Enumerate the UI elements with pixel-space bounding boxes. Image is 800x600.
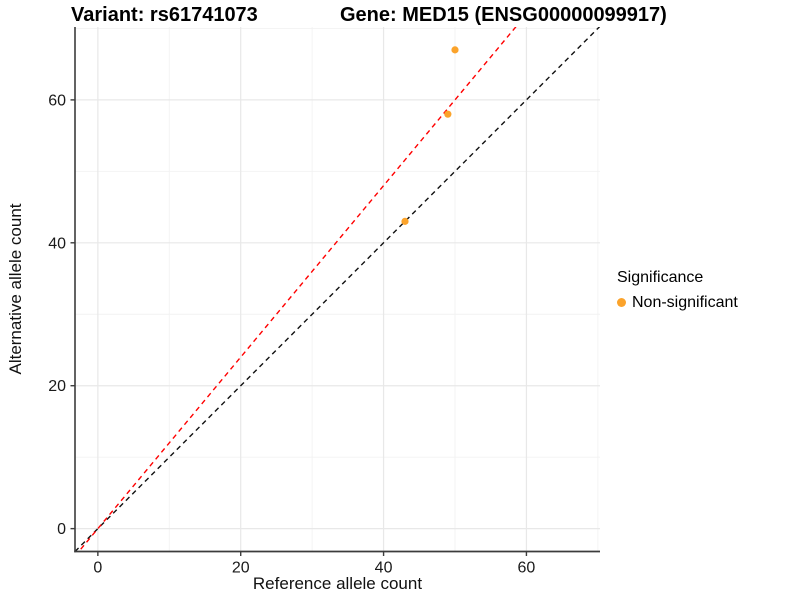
x-tick-label-0: 0 <box>93 560 102 577</box>
legend-item-label: Non-significant <box>632 293 738 311</box>
x-tick-label-60: 60 <box>518 560 536 577</box>
legend-title: Significance <box>617 269 704 286</box>
legend-item-non-significant: Non-significant <box>617 293 738 312</box>
y-tick-label-20: 20 <box>48 378 66 395</box>
y-tick-label-60: 60 <box>48 92 66 109</box>
x-tick-label-20: 20 <box>232 560 250 577</box>
legend-key-dot-icon <box>617 298 626 307</box>
legend: Significance Non-significant <box>617 268 738 312</box>
data-point-0 <box>451 46 459 54</box>
data-point-2 <box>401 217 409 225</box>
fit-line <box>77 27 517 552</box>
x-axis-label: Reference allele count <box>252 574 423 593</box>
y-tick-label-0: 0 <box>57 521 66 538</box>
plot-title-gene: Gene: MED15 (ENSG00000099917) <box>340 4 667 26</box>
y-tick-label-40: 40 <box>48 235 66 252</box>
y-axis-label: Alternative allele count <box>6 203 25 375</box>
plot-title-variant: Variant: rs61741073 <box>71 4 258 26</box>
data-point-1 <box>444 110 452 118</box>
identity-line <box>75 27 600 552</box>
x-tick-label-40: 40 <box>375 560 393 577</box>
